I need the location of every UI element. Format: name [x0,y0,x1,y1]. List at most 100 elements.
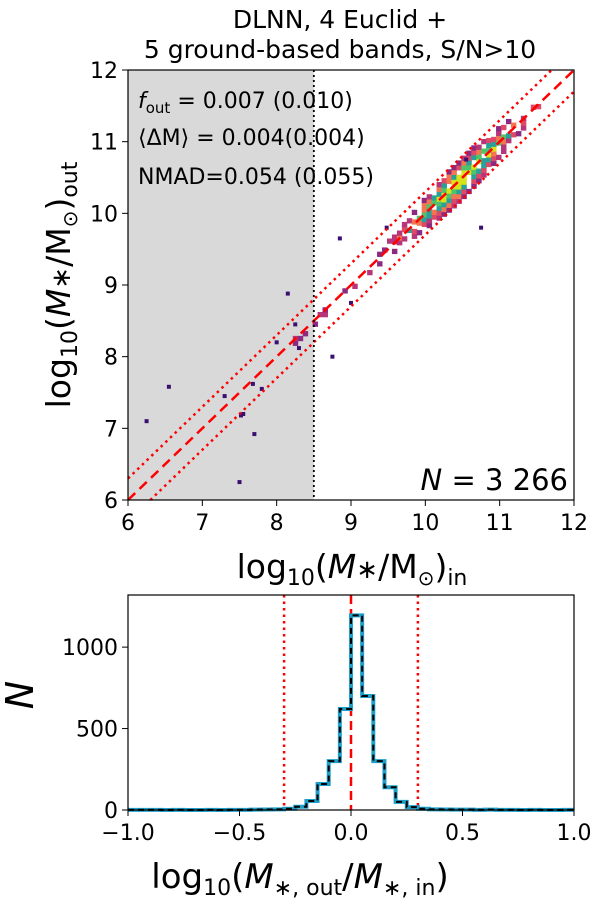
outlier-point [250,381,255,386]
y-tick-label: 0 [104,799,118,824]
density-cell [510,122,517,128]
scatter-panel: 6 7 8 9 10 11 12 6 7 8 9 10 11 12 fout = 0.007 (0.01… [39,59,588,591]
outlier-point [384,225,389,230]
density-cell [456,189,462,195]
density-cell [451,193,457,199]
outlier-point [330,354,335,359]
density-cell [322,312,328,318]
density-cell [456,193,462,200]
density-cell [421,216,428,223]
density-cell [471,154,477,161]
density-cell [436,215,443,221]
density-cell [496,126,502,132]
density-cell [476,154,482,160]
density-cell [441,206,447,213]
density-cell [292,340,299,346]
incompleteness-shaded-region [128,70,314,500]
density-cell [461,184,467,190]
density-cell [461,155,467,161]
density-cell [436,186,443,193]
x-tick-label: −0.5 [213,821,266,846]
density-cell [451,179,457,185]
density-cell [411,209,418,216]
histogram-y-ticks: 0 500 1000 [62,636,128,824]
density-cell [491,151,497,157]
outlier-point [259,386,264,391]
x-tick-label: 8 [270,511,284,536]
outlier-point [222,394,227,399]
outlier-point [241,412,246,416]
density-cell [471,169,477,175]
density-cell [520,120,527,126]
density-cell [426,213,433,219]
density-cell [476,144,482,150]
density-cell [501,134,507,140]
density-cell [461,179,467,185]
density-cell [510,132,517,138]
density-cell [352,283,358,289]
density-cell [461,189,467,195]
density-cell [451,188,457,195]
histogram-y-axis-label: N [0,681,42,709]
density-cell [446,188,452,194]
density-cell [486,137,492,144]
density-cell [451,198,457,204]
outlier-boundary-line [149,90,575,501]
sample-size-label: N = 3 266 [421,463,568,497]
density-cell [416,220,423,226]
density-cell [367,270,373,276]
density-cell [377,251,383,257]
density-cell [406,227,413,234]
density-cell [436,182,443,188]
density-cell [446,174,452,180]
x-tick-label: 0.5 [445,821,480,846]
density-cell [451,169,457,176]
density-cell [446,197,452,204]
density-cell [520,125,527,131]
outlier-fraction-annotation: fout = 0.007 (0.010) [138,89,353,117]
density-cell [476,149,482,155]
density-cell [297,335,304,342]
y-tick-label: 12 [90,59,118,84]
density-cell [382,247,388,253]
outlier-point [296,346,301,351]
density-cell [461,169,467,176]
density-cell [426,194,433,200]
density-cell [377,261,383,267]
density-cell [466,155,472,161]
density-cell [436,191,443,197]
density-cell [317,312,324,318]
density-cell [446,178,452,185]
density-cell [431,209,438,215]
x-tick-label: 0.0 [334,821,369,846]
density-cell [481,148,487,154]
density-cell [481,172,487,178]
density-cell [505,138,512,144]
density-cell [486,147,492,153]
density-cell [436,205,443,212]
density-cell [421,197,428,204]
density-cell [461,160,467,166]
density-cell [476,173,482,179]
density-cell [302,331,309,337]
density-cell [476,178,482,184]
density-cell [505,133,512,139]
density-cell [496,130,502,137]
density-cell [466,160,472,166]
density-cell [476,168,482,174]
density-cell [501,148,507,155]
density-cell [471,145,477,151]
density-cell [436,201,443,207]
density-cell [456,160,462,166]
mean-offset-annotation: ⟨ΔM⟩ = 0.004(0.004) [138,126,365,151]
y-tick-label: 1000 [62,636,118,661]
y-tick-label: 10 [90,202,118,227]
density-cell [441,182,447,189]
density-cell [436,210,443,216]
density-cell [505,118,512,125]
density-cell [481,167,487,173]
density-cell [401,236,408,242]
outlier-point [349,300,353,305]
x-tick-label: 12 [560,511,588,536]
outlier-point [144,419,149,424]
